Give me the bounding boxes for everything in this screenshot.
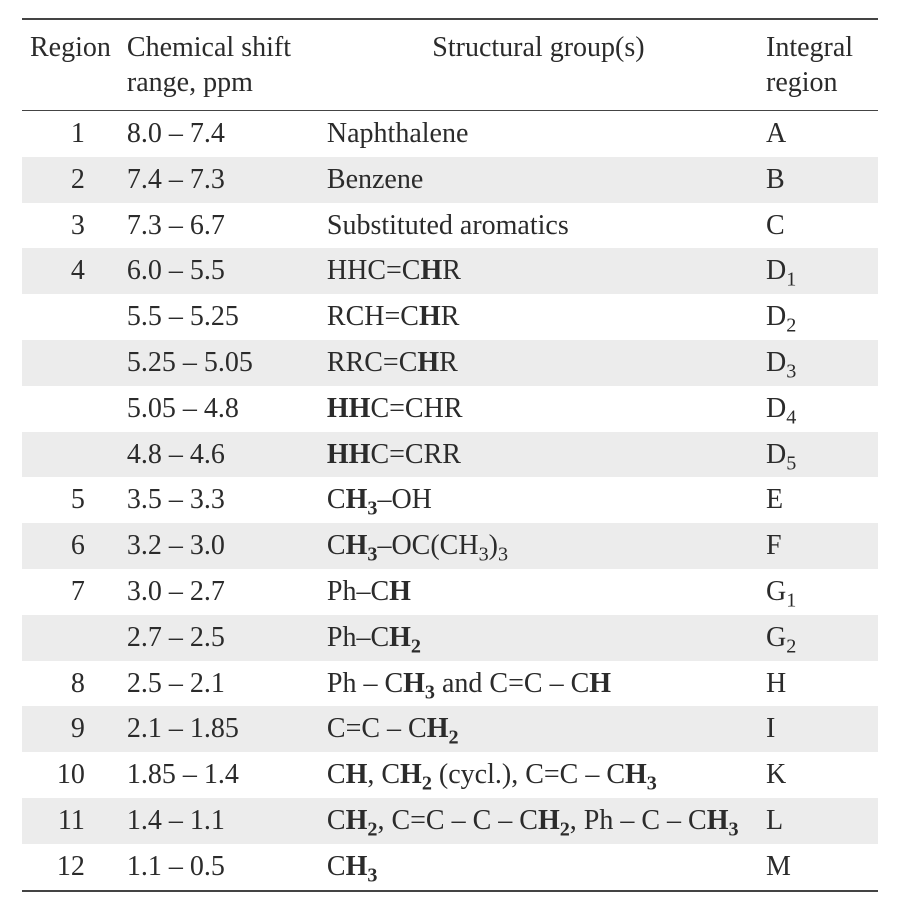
cell-shift: 6.0 – 5.5 <box>119 248 319 294</box>
table-header-row: Region Chemical shift range, ppm Structu… <box>22 19 878 111</box>
cell-structural-group: Naphthalene <box>319 111 758 157</box>
cell-integral-region: D5 <box>758 432 878 478</box>
cell-shift: 5.5 – 5.25 <box>119 294 319 340</box>
cell-region: 6 <box>22 523 119 569</box>
cell-shift: 5.05 – 4.8 <box>119 386 319 432</box>
cell-region: 12 <box>22 844 119 891</box>
table-row: 5.5 – 5.25RCH=CHRD2 <box>22 294 878 340</box>
cell-structural-group: RCH=CHR <box>319 294 758 340</box>
cell-integral-region: A <box>758 111 878 157</box>
cell-integral-region: D1 <box>758 248 878 294</box>
table-row: 2.7 – 2.5Ph–CH2G2 <box>22 615 878 661</box>
table-row: 92.1 – 1.85C=C – CH2I <box>22 706 878 752</box>
cell-structural-group: Substituted aromatics <box>319 203 758 249</box>
cell-structural-group: CH, CH2 (cycl.), C=C – CH3 <box>319 752 758 798</box>
cell-structural-group: C=C – CH2 <box>319 706 758 752</box>
cell-region: 8 <box>22 661 119 707</box>
cell-region: 7 <box>22 569 119 615</box>
cell-integral-region: D2 <box>758 294 878 340</box>
cell-integral-region: G2 <box>758 615 878 661</box>
cell-region <box>22 386 119 432</box>
header-region: Region <box>22 19 119 111</box>
cell-shift: 2.7 – 2.5 <box>119 615 319 661</box>
cell-integral-region: L <box>758 798 878 844</box>
cell-integral-region: F <box>758 523 878 569</box>
cell-integral-region: E <box>758 477 878 523</box>
cell-shift: 7.3 – 6.7 <box>119 203 319 249</box>
cell-region: 9 <box>22 706 119 752</box>
cell-structural-group: CH3–OH <box>319 477 758 523</box>
cell-structural-group: Benzene <box>319 157 758 203</box>
table-row: 101.85 – 1.4CH, CH2 (cycl.), C=C – CH3K <box>22 752 878 798</box>
table-row: 27.4 – 7.3BenzeneB <box>22 157 878 203</box>
cell-region <box>22 340 119 386</box>
table-row: 82.5 – 2.1Ph – CH3 and C=C – CHH <box>22 661 878 707</box>
nmr-shift-table: Region Chemical shift range, ppm Structu… <box>22 18 878 892</box>
table-row: 121.1 – 0.5CH3M <box>22 844 878 891</box>
cell-structural-group: CH3 <box>319 844 758 891</box>
cell-shift: 3.0 – 2.7 <box>119 569 319 615</box>
table-row: 4.8 – 4.6HHC=CRRD5 <box>22 432 878 478</box>
cell-structural-group: HHC=CHR <box>319 248 758 294</box>
header-shift: Chemical shift range, ppm <box>119 19 319 111</box>
table-body: 18.0 – 7.4NaphthaleneA27.4 – 7.3BenzeneB… <box>22 111 878 891</box>
cell-shift: 7.4 – 7.3 <box>119 157 319 203</box>
header-struct: Structural group(s) <box>319 19 758 111</box>
cell-integral-region: K <box>758 752 878 798</box>
table-row: 73.0 – 2.7Ph–CHG1 <box>22 569 878 615</box>
cell-structural-group: Ph–CH <box>319 569 758 615</box>
table-row: 53.5 – 3.3CH3–OHE <box>22 477 878 523</box>
cell-region <box>22 615 119 661</box>
cell-shift: 3.5 – 3.3 <box>119 477 319 523</box>
cell-region: 1 <box>22 111 119 157</box>
table-row: 18.0 – 7.4NaphthaleneA <box>22 111 878 157</box>
cell-shift: 5.25 – 5.05 <box>119 340 319 386</box>
table-row: 37.3 – 6.7Substituted aromaticsC <box>22 203 878 249</box>
cell-structural-group: CH2, C=C – C – CH2, Ph – C – CH3 <box>319 798 758 844</box>
cell-shift: 2.1 – 1.85 <box>119 706 319 752</box>
table-row: 46.0 – 5.5HHC=CHRD1 <box>22 248 878 294</box>
cell-region: 2 <box>22 157 119 203</box>
cell-integral-region: G1 <box>758 569 878 615</box>
cell-shift: 1.85 – 1.4 <box>119 752 319 798</box>
table-row: 5.05 – 4.8HHC=CHRD4 <box>22 386 878 432</box>
cell-structural-group: CH3–OC(CH3)3 <box>319 523 758 569</box>
table-row: 63.2 – 3.0CH3–OC(CH3)3F <box>22 523 878 569</box>
cell-region <box>22 432 119 478</box>
cell-shift: 1.1 – 0.5 <box>119 844 319 891</box>
header-shift-label: Chemical shift range, ppm <box>127 32 291 98</box>
cell-shift: 4.8 – 4.6 <box>119 432 319 478</box>
header-integral: Integral region <box>758 19 878 111</box>
cell-structural-group: HHC=CHR <box>319 386 758 432</box>
cell-integral-region: D4 <box>758 386 878 432</box>
cell-integral-region: B <box>758 157 878 203</box>
cell-shift: 2.5 – 2.1 <box>119 661 319 707</box>
cell-structural-group: RRC=CHR <box>319 340 758 386</box>
cell-structural-group: HHC=CRR <box>319 432 758 478</box>
header-region-label: Region <box>30 32 111 63</box>
cell-region: 11 <box>22 798 119 844</box>
table-row: 111.4 – 1.1CH2, C=C – C – CH2, Ph – C – … <box>22 798 878 844</box>
header-integral-label: Integral region <box>766 32 853 98</box>
cell-region <box>22 294 119 340</box>
header-struct-label: Structural group(s) <box>432 32 644 63</box>
cell-region: 10 <box>22 752 119 798</box>
cell-integral-region: H <box>758 661 878 707</box>
cell-shift: 1.4 – 1.1 <box>119 798 319 844</box>
cell-region: 4 <box>22 248 119 294</box>
cell-integral-region: M <box>758 844 878 891</box>
cell-structural-group: Ph – CH3 and C=C – CH <box>319 661 758 707</box>
cell-integral-region: I <box>758 706 878 752</box>
cell-structural-group: Ph–CH2 <box>319 615 758 661</box>
cell-integral-region: D3 <box>758 340 878 386</box>
cell-region: 3 <box>22 203 119 249</box>
cell-shift: 8.0 – 7.4 <box>119 111 319 157</box>
table-row: 5.25 – 5.05RRC=CHRD3 <box>22 340 878 386</box>
cell-region: 5 <box>22 477 119 523</box>
cell-integral-region: C <box>758 203 878 249</box>
page-root: Region Chemical shift range, ppm Structu… <box>0 0 900 910</box>
cell-shift: 3.2 – 3.0 <box>119 523 319 569</box>
